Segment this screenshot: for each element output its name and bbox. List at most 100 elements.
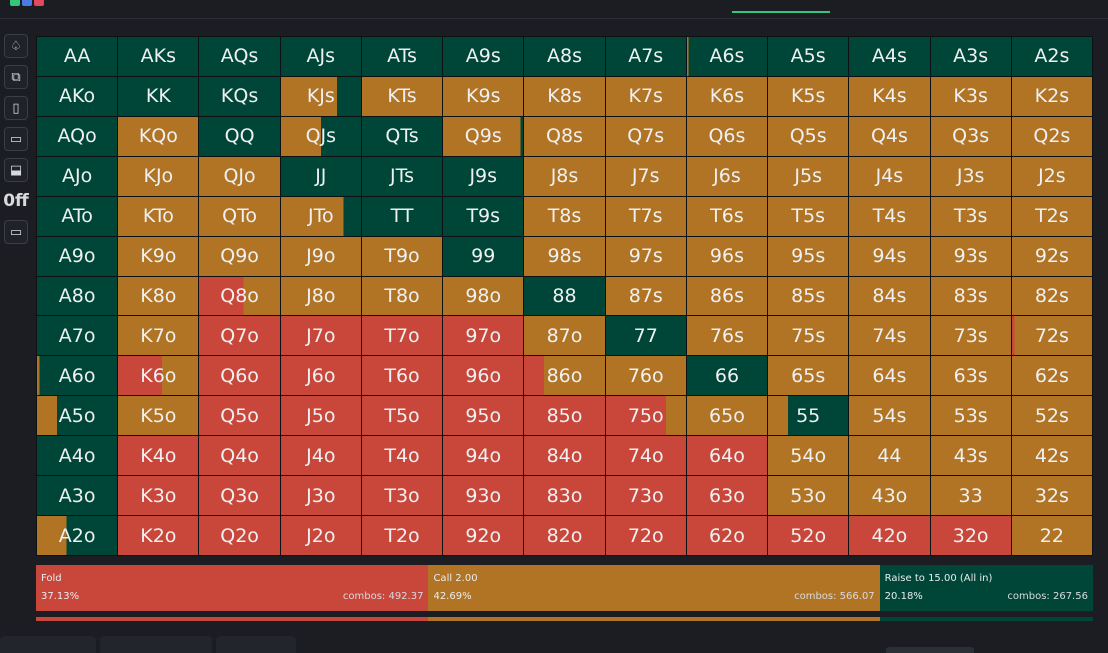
hand-cell-KK[interactable]: KK [118, 76, 199, 116]
hand-cell-K8o[interactable]: K8o [118, 276, 199, 316]
hand-cell-T8s[interactable]: T8s [524, 196, 605, 236]
hand-cell-84s[interactable]: 84s [849, 276, 930, 316]
hand-cell-A9o[interactable]: A9o [37, 236, 118, 276]
hand-cell-96s[interactable]: 96s [686, 236, 768, 276]
hand-cell-22[interactable]: 22 [1011, 516, 1092, 555]
layout-icon[interactable]: ⬓ [4, 158, 28, 182]
hand-cell-K9s[interactable]: K9s [443, 76, 524, 116]
hand-cell-62s[interactable]: 62s [1011, 356, 1092, 396]
hand-cell-Q3s[interactable]: Q3s [930, 116, 1011, 156]
hand-cell-Q2s[interactable]: Q2s [1011, 116, 1092, 156]
hand-cell-66[interactable]: 66 [686, 356, 768, 396]
hand-cell-AKs[interactable]: AKs [118, 37, 199, 76]
hand-cell-88[interactable]: 88 [524, 276, 605, 316]
hand-cell-72s[interactable]: 72s [1011, 316, 1092, 356]
hand-cell-52s[interactable]: 52s [1011, 396, 1092, 436]
hand-cell-86s[interactable]: 86s [686, 276, 768, 316]
hand-cell-62o[interactable]: 62o [686, 516, 768, 555]
hand-cell-97o[interactable]: 97o [443, 316, 524, 356]
hand-cell-T3s[interactable]: T3s [930, 196, 1011, 236]
hand-cell-J5o[interactable]: J5o [280, 396, 361, 436]
hand-cell-42o[interactable]: 42o [849, 516, 930, 555]
hand-cell-Q5s[interactable]: Q5s [768, 116, 849, 156]
hand-cell-A8o[interactable]: A8o [37, 276, 118, 316]
hand-cell-Q3o[interactable]: Q3o [199, 476, 280, 516]
hand-cell-86o[interactable]: 86o [524, 356, 605, 396]
hand-cell-74s[interactable]: 74s [849, 316, 930, 356]
hand-cell-Q8s[interactable]: Q8s [524, 116, 605, 156]
hand-cell-JTs[interactable]: JTs [361, 156, 443, 196]
hand-cell-AA[interactable]: AA [37, 37, 118, 76]
hand-cell-73o[interactable]: 73o [605, 476, 686, 516]
hand-cell-54s[interactable]: 54s [849, 396, 930, 436]
bottom-tab-1[interactable] [0, 636, 96, 653]
hand-cell-93o[interactable]: 93o [443, 476, 524, 516]
comment-icon[interactable]: ▭ [4, 127, 28, 151]
hand-cell-83o[interactable]: 83o [524, 476, 605, 516]
hand-cell-63s[interactable]: 63s [930, 356, 1011, 396]
hand-cell-98o[interactable]: 98o [443, 276, 524, 316]
bottom-tab-2[interactable] [100, 636, 212, 653]
hand-cell-82o[interactable]: 82o [524, 516, 605, 555]
hand-cell-94o[interactable]: 94o [443, 436, 524, 476]
hand-cell-K5o[interactable]: K5o [118, 396, 199, 436]
copy-icon[interactable]: ⧉ [4, 65, 28, 89]
hand-cell-87o[interactable]: 87o [524, 316, 605, 356]
hand-cell-JJ[interactable]: JJ [280, 156, 361, 196]
hand-cell-76s[interactable]: 76s [686, 316, 768, 356]
hand-cell-J3s[interactable]: J3s [930, 156, 1011, 196]
hand-cell-K4o[interactable]: K4o [118, 436, 199, 476]
hand-cell-K7o[interactable]: K7o [118, 316, 199, 356]
hand-cell-T3o[interactable]: T3o [361, 476, 443, 516]
hand-cell-74o[interactable]: 74o [605, 436, 686, 476]
hand-cell-A7o[interactable]: A7o [37, 316, 118, 356]
hand-cell-JTo[interactable]: JTo [280, 196, 361, 236]
hand-cell-J4s[interactable]: J4s [849, 156, 930, 196]
bottom-tab-3[interactable] [216, 636, 296, 653]
hand-cell-J9s[interactable]: J9s [443, 156, 524, 196]
hand-cell-QJs[interactable]: QJs [280, 116, 361, 156]
hand-cell-77[interactable]: 77 [605, 316, 686, 356]
hand-cell-99[interactable]: 99 [443, 236, 524, 276]
hand-cell-K2o[interactable]: K2o [118, 516, 199, 555]
hand-cell-54o[interactable]: 54o [768, 436, 849, 476]
hand-cell-A7s[interactable]: A7s [605, 37, 686, 76]
hand-cell-92s[interactable]: 92s [1011, 236, 1092, 276]
hand-cell-T2s[interactable]: T2s [1011, 196, 1092, 236]
hand-cell-Q5o[interactable]: Q5o [199, 396, 280, 436]
hand-cell-AJo[interactable]: AJo [37, 156, 118, 196]
hand-cell-Q6o[interactable]: Q6o [199, 356, 280, 396]
hand-cell-52o[interactable]: 52o [768, 516, 849, 555]
hand-cell-94s[interactable]: 94s [849, 236, 930, 276]
hand-cell-AJs[interactable]: AJs [280, 37, 361, 76]
hand-cell-95s[interactable]: 95s [768, 236, 849, 276]
hand-cell-K9o[interactable]: K9o [118, 236, 199, 276]
hand-cell-K7s[interactable]: K7s [605, 76, 686, 116]
hand-cell-K2s[interactable]: K2s [1011, 76, 1092, 116]
hand-cell-T9s[interactable]: T9s [443, 196, 524, 236]
hand-cell-J5s[interactable]: J5s [768, 156, 849, 196]
hand-cell-76o[interactable]: 76o [605, 356, 686, 396]
hand-cell-Q7o[interactable]: Q7o [199, 316, 280, 356]
hand-cell-63o[interactable]: 63o [686, 476, 768, 516]
hand-cell-84o[interactable]: 84o [524, 436, 605, 476]
hand-cell-AQs[interactable]: AQs [199, 37, 280, 76]
hand-cell-J8o[interactable]: J8o [280, 276, 361, 316]
hand-cell-75s[interactable]: 75s [768, 316, 849, 356]
hand-cell-AQo[interactable]: AQo [37, 116, 118, 156]
off-toggle[interactable]: 0ff [3, 189, 29, 213]
hand-cell-32s[interactable]: 32s [1011, 476, 1092, 516]
hand-cell-33[interactable]: 33 [930, 476, 1011, 516]
hand-cell-K5s[interactable]: K5s [768, 76, 849, 116]
hand-cell-Q2o[interactable]: Q2o [199, 516, 280, 555]
hand-cell-K6o[interactable]: K6o [118, 356, 199, 396]
hand-cell-A8s[interactable]: A8s [524, 37, 605, 76]
hand-cell-K6s[interactable]: K6s [686, 76, 768, 116]
hand-cell-82s[interactable]: 82s [1011, 276, 1092, 316]
hand-cell-64o[interactable]: 64o [686, 436, 768, 476]
hand-cell-KJs[interactable]: KJs [280, 76, 361, 116]
hand-cell-J4o[interactable]: J4o [280, 436, 361, 476]
hand-cell-75o[interactable]: 75o [605, 396, 686, 436]
hand-cell-QQ[interactable]: QQ [199, 116, 280, 156]
hand-cell-92o[interactable]: 92o [443, 516, 524, 555]
